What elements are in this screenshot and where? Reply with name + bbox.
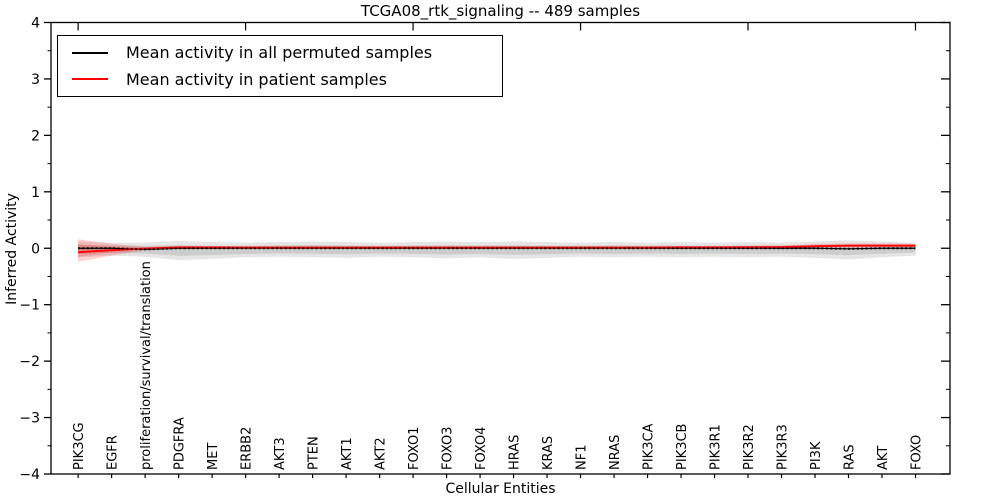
x-tick-label: ERBB2: [240, 427, 255, 470]
x-tick-label: PI3K: [809, 441, 824, 470]
x-tick-label: PIK3R2: [742, 424, 757, 470]
legend: Mean activity in all permuted samples Me…: [57, 35, 503, 97]
chart-title: TCGA08_rtk_signaling -- 489 samples: [360, 2, 641, 20]
legend-label: Mean activity in all permuted samples: [126, 43, 433, 63]
x-tick-label: NF1: [575, 445, 590, 470]
permuted-samples-spread-band-outer: [78, 240, 916, 261]
x-tick-label: PIK3CG: [72, 422, 87, 470]
x-tick-label: MET: [206, 443, 221, 470]
x-tick-label: AKT1: [340, 437, 355, 470]
x-tick-label: EGFR: [106, 435, 121, 470]
y-tick-label: 3: [31, 72, 40, 88]
x-axis-label: Cellular Entities: [445, 481, 556, 497]
legend-line-sample-red: [72, 78, 108, 81]
x-tick-label: PTEN: [307, 436, 322, 470]
x-tick-label: RAS: [843, 444, 858, 470]
legend-item-permuted: Mean activity in all permuted samples: [58, 43, 502, 62]
permuted-mean-dotted-overlay: [78, 247, 916, 251]
x-tick-label: NRAS: [608, 435, 623, 470]
y-tick-label: 0: [31, 241, 40, 257]
x-tick-label: AKT3: [273, 437, 288, 470]
x-tick-label: AKT2: [374, 437, 389, 470]
y-axis-label: Inferred Activity: [4, 193, 20, 305]
legend-item-patient: Mean activity in patient samples: [58, 70, 502, 89]
x-tick-label: PIK3CB: [675, 424, 690, 470]
y-tick-label: −2: [19, 354, 40, 370]
legend-line-sample-black: [72, 51, 108, 54]
legend-label: Mean activity in patient samples: [126, 69, 387, 89]
y-tick-label: −1: [19, 298, 40, 314]
y-tick-label: −4: [19, 467, 40, 483]
x-tick-label: FOXO4: [474, 427, 489, 470]
x-tick-label: FOXO: [910, 435, 925, 470]
x-tick-label: PDGFRA: [173, 417, 188, 470]
x-tick-label: FOXO3: [441, 427, 456, 470]
x-tick-label: KRAS: [541, 436, 556, 470]
x-tick-label: HRAS: [508, 435, 523, 470]
x-tick-label: PIK3R3: [776, 424, 791, 470]
x-tick-label: AKT: [876, 446, 891, 470]
y-tick-label: 1: [31, 185, 40, 201]
y-tick-label: −3: [19, 411, 40, 427]
x-tick-label: PIK3R1: [709, 424, 724, 470]
x-tick-label: PIK3CA: [642, 423, 657, 470]
y-tick-label: 2: [31, 128, 40, 144]
y-tick-label: 4: [31, 16, 40, 32]
x-tick-label: proliferation/survival/translation: [139, 261, 154, 470]
x-tick-label: FOXO1: [407, 427, 422, 470]
